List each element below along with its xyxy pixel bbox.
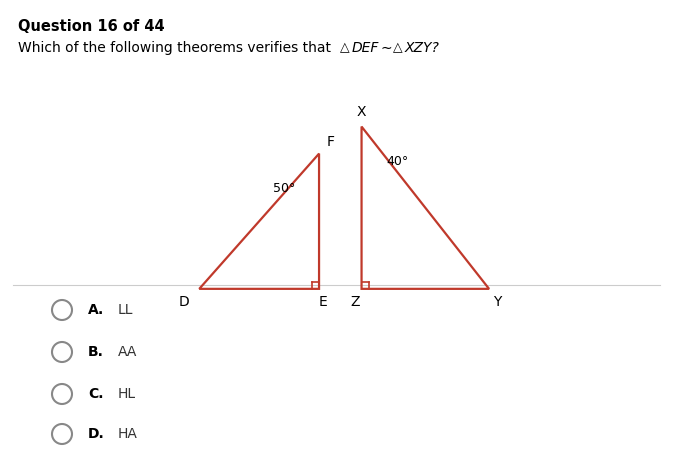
Text: HA: HA — [118, 427, 138, 441]
Text: E: E — [318, 295, 327, 309]
Text: B.: B. — [88, 345, 104, 359]
Text: HL: HL — [118, 387, 136, 401]
Text: Which of the following theorems verifies that: Which of the following theorems verifies… — [18, 41, 335, 55]
Text: X: X — [357, 105, 366, 119]
Text: Z: Z — [351, 295, 360, 309]
Text: A.: A. — [88, 303, 104, 317]
Text: ∼: ∼ — [381, 41, 392, 55]
Text: D: D — [178, 295, 189, 309]
Text: 40°: 40° — [386, 155, 409, 168]
Text: Y: Y — [493, 295, 501, 309]
Text: C.: C. — [88, 387, 104, 401]
Text: AA: AA — [118, 345, 137, 359]
Text: Question 16 of 44: Question 16 of 44 — [18, 19, 165, 34]
Text: XZY?: XZY? — [405, 41, 440, 55]
Text: D.: D. — [88, 427, 105, 441]
Text: F: F — [327, 135, 334, 149]
Text: DEF: DEF — [352, 41, 380, 55]
Text: △: △ — [340, 41, 350, 54]
Text: △: △ — [393, 41, 402, 54]
Text: LL: LL — [118, 303, 133, 317]
Text: 50°: 50° — [273, 182, 295, 195]
